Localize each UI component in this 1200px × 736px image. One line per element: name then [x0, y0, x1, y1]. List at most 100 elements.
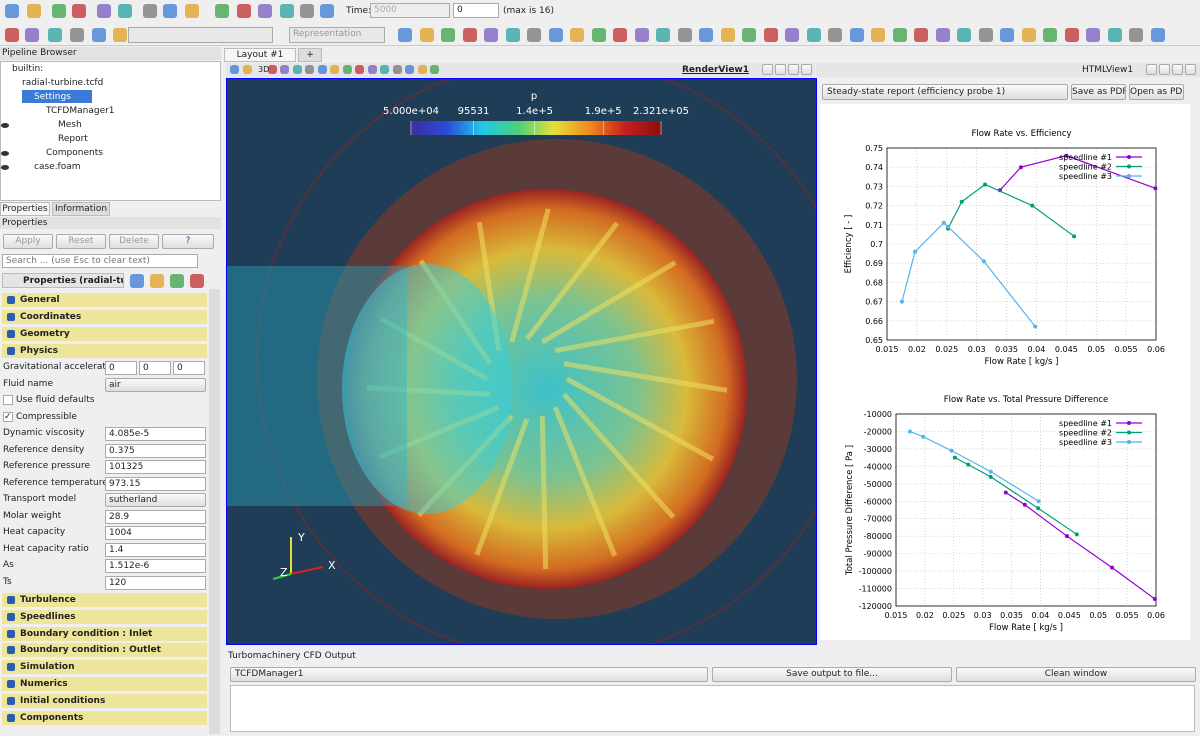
- dropdown[interactable]: air: [105, 377, 206, 392]
- toolbar-button[interactable]: [742, 28, 756, 42]
- section-header[interactable]: Components: [2, 710, 207, 725]
- toolbar-button[interactable]: [978, 28, 993, 42]
- toolbar-button[interactable]: [330, 65, 339, 74]
- field-input[interactable]: 1.4: [105, 542, 206, 557]
- toolbar-button[interactable]: [699, 28, 713, 42]
- field-input[interactable]: 0: [105, 361, 137, 375]
- field-input[interactable]: 4.085e-5: [105, 427, 206, 441]
- button[interactable]: Clean window: [956, 667, 1196, 682]
- view-button[interactable]: [1185, 64, 1196, 75]
- time-step[interactable]: 0: [453, 3, 499, 18]
- field-input[interactable]: 1.512e-6: [105, 559, 206, 573]
- toolbar-button[interactable]: [419, 28, 434, 42]
- toolbar-button[interactable]: [5, 4, 19, 18]
- button[interactable]: Save as PDF: [1071, 84, 1126, 100]
- toolbar-button[interactable]: [957, 28, 971, 42]
- toolbar-button[interactable]: [258, 4, 272, 18]
- toolbar-button[interactable]: [1150, 28, 1165, 42]
- representation-dropdown[interactable]: Representation: [289, 27, 385, 43]
- field-input[interactable]: 101325: [105, 460, 206, 474]
- section-header[interactable]: Numerics: [2, 677, 207, 691]
- field-input[interactable]: 120: [105, 575, 206, 590]
- toolbar-button[interactable]: [892, 28, 907, 42]
- eye-icon[interactable]: [1, 151, 9, 156]
- field-input[interactable]: 973.15: [105, 476, 206, 491]
- toolbar-button[interactable]: [871, 28, 885, 42]
- toolbar-button[interactable]: [355, 65, 364, 74]
- toolbar-button[interactable]: [320, 4, 334, 18]
- toolbar-button[interactable]: [806, 28, 821, 42]
- toolbar-button[interactable]: [656, 28, 670, 42]
- toolbar-button[interactable]: [677, 28, 692, 42]
- section-header[interactable]: Turbulence: [2, 593, 207, 607]
- toolbar-button[interactable]: [462, 28, 477, 42]
- toolbar-button[interactable]: [230, 65, 239, 74]
- button[interactable]: ?: [162, 234, 214, 249]
- toolbar-button[interactable]: [280, 4, 294, 18]
- section-header[interactable]: Physics: [2, 344, 207, 358]
- field-input[interactable]: 1004: [105, 526, 206, 540]
- toolbar-button[interactable]: [417, 65, 427, 74]
- button[interactable]: Open as PDF: [1129, 84, 1184, 100]
- button[interactable]: Apply: [3, 234, 53, 249]
- toolbar-button[interactable]: [150, 274, 164, 288]
- toolbar-button[interactable]: [570, 28, 584, 42]
- section-header[interactable]: Simulation: [2, 660, 207, 675]
- toolbar-button[interactable]: [143, 4, 157, 18]
- toolbar-button[interactable]: [1043, 28, 1057, 42]
- toolbar-button[interactable]: [215, 4, 229, 18]
- toolbar-button[interactable]: [317, 65, 327, 74]
- layout-tab[interactable]: +: [298, 48, 322, 62]
- view-button[interactable]: [1146, 64, 1157, 75]
- section-header[interactable]: Speedlines: [2, 609, 207, 624]
- toolbar-button[interactable]: [828, 28, 842, 42]
- pipeline-item[interactable]: Settings: [34, 92, 71, 102]
- toolbar-button[interactable]: [849, 28, 864, 42]
- section-header[interactable]: Boundary condition : Outlet: [2, 643, 207, 658]
- toolbar-button[interactable]: [591, 28, 606, 42]
- toolbar-button[interactable]: [342, 65, 352, 74]
- eye-icon[interactable]: [1, 165, 9, 170]
- toolbar-button[interactable]: [441, 28, 455, 42]
- toolbar-button[interactable]: [527, 28, 541, 42]
- layout-tab[interactable]: Layout #1: [224, 48, 296, 62]
- toolbar-button[interactable]: [170, 274, 184, 288]
- button[interactable]: Reset: [56, 234, 106, 249]
- toolbar-button[interactable]: [914, 28, 928, 42]
- section-header[interactable]: Coordinates: [2, 310, 207, 324]
- toolbar-button[interactable]: [52, 4, 66, 18]
- toolbar-button[interactable]: [130, 274, 144, 288]
- manager-dropdown[interactable]: TCFDManager1: [230, 667, 708, 682]
- toolbar-button[interactable]: [185, 4, 199, 18]
- field-input[interactable]: 0.375: [105, 443, 206, 458]
- toolbar-button[interactable]: [392, 65, 402, 74]
- toolbar-button[interactable]: [72, 4, 86, 18]
- report-dropdown[interactable]: Steady-state report (efficiency probe 1): [822, 84, 1068, 100]
- toolbar-button[interactable]: [785, 28, 799, 42]
- section-header[interactable]: Boundary condition : Inlet: [2, 626, 207, 641]
- toolbar-button[interactable]: [548, 28, 563, 42]
- toolbar-button[interactable]: [5, 28, 19, 42]
- toolbar-button[interactable]: [380, 65, 389, 74]
- toolbar-button[interactable]: [118, 4, 132, 18]
- field-input[interactable]: 0: [173, 361, 205, 375]
- toolbar-button[interactable]: [92, 28, 106, 42]
- toolbar-button[interactable]: [1000, 28, 1014, 42]
- toolbar-button[interactable]: [27, 4, 41, 18]
- section-header[interactable]: General: [2, 293, 207, 307]
- view-button[interactable]: [1172, 64, 1183, 75]
- time-field[interactable]: 5000: [370, 3, 450, 18]
- toolbar-button[interactable]: [634, 28, 649, 42]
- section-header[interactable]: Geometry: [2, 327, 207, 341]
- toolbar-button[interactable]: [70, 28, 84, 42]
- field-input[interactable]: 0: [139, 361, 171, 375]
- toolbar-button[interactable]: [237, 4, 251, 18]
- toolbar-button[interactable]: [25, 28, 39, 42]
- toolbar-button[interactable]: [292, 65, 302, 74]
- toolbar-button[interactable]: [935, 28, 950, 42]
- toolbar-button[interactable]: [367, 65, 377, 74]
- toolbar-button[interactable]: [1064, 28, 1079, 42]
- button[interactable]: Delete: [109, 234, 159, 249]
- view-button[interactable]: [801, 64, 812, 75]
- toolbar-button[interactable]: [1021, 28, 1036, 42]
